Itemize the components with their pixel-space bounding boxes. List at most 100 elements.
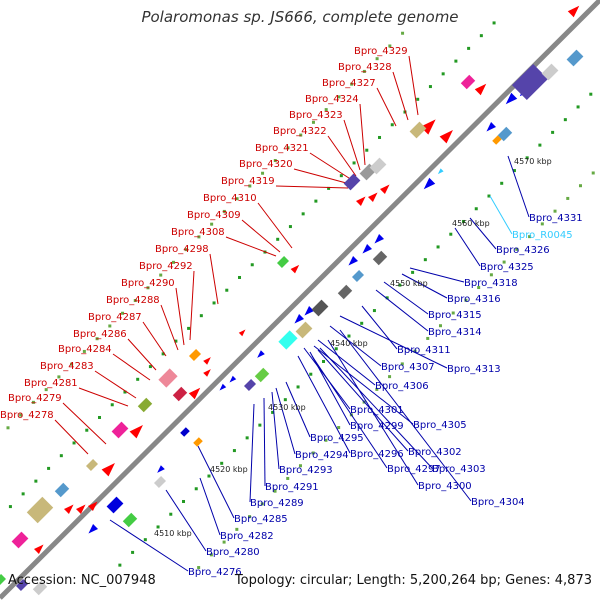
gene-arrow (355, 196, 366, 207)
minus-gene-label: Bpro_4285 (234, 514, 288, 525)
minus-gene-label: Bpro_4303 (432, 464, 486, 475)
guide-dot (553, 209, 557, 213)
gene-block (295, 321, 313, 339)
plus-gene-label: Bpro_4283 (40, 361, 94, 372)
guide-dot (388, 375, 392, 379)
plus-leader-line (392, 71, 409, 121)
gene-arrow (439, 130, 453, 144)
kbp-tick-label: 4510 kbp (154, 529, 192, 538)
guide-dot (324, 108, 328, 112)
guide-dot (121, 311, 125, 315)
gene-arrow (203, 369, 211, 377)
minus-gene-label: Bpro_4331 (529, 213, 583, 224)
guide-dot (44, 388, 48, 392)
minus-leader-line (361, 305, 398, 350)
plus-leader-line (293, 168, 351, 185)
plus-leader-line (359, 103, 366, 166)
minus-leader-line (507, 155, 530, 218)
minus-leader-line (317, 349, 409, 452)
guide-dot (207, 474, 211, 478)
minus-leader-line (339, 329, 472, 502)
guide-dot (210, 222, 214, 226)
guide-dot (133, 299, 137, 303)
guide-dot (477, 286, 481, 290)
guide-dot (131, 550, 135, 554)
guide-dot (171, 260, 175, 264)
guide-dot (416, 97, 420, 101)
minus-leader-line (409, 267, 465, 283)
guide-dot (360, 321, 364, 325)
minus-gene-label: Bpro_4311 (397, 345, 451, 356)
minus-gene-label: Bpro_4326 (496, 245, 550, 256)
guide-dot (31, 400, 35, 404)
gene-block (511, 63, 549, 101)
guide-dot (551, 130, 555, 134)
guide-dot (220, 461, 224, 465)
guide-dot (454, 59, 458, 63)
guide-dot (70, 362, 74, 366)
plus-leader-line (309, 152, 353, 181)
plus-leader-line (127, 338, 157, 371)
minus-leader-line (339, 315, 448, 369)
plus-leader-line (112, 353, 151, 381)
gene-block (137, 397, 153, 413)
guide-dot (161, 352, 165, 356)
gene-block (11, 531, 29, 549)
minus-gene-label: Bpro_4300 (418, 481, 472, 492)
minus-gene-label: Bpro_4299 (350, 421, 404, 432)
guide-dot (238, 275, 242, 279)
gene-block (188, 348, 202, 362)
guide-dot (222, 209, 226, 213)
minus-leader-line (469, 217, 497, 250)
gene-block (311, 299, 329, 317)
gene-arrow (486, 121, 497, 132)
guide-dot (197, 566, 201, 570)
guide-dot (296, 385, 300, 389)
guide-dot (375, 57, 379, 61)
minus-gene-label: Bpro_4276 (188, 567, 242, 578)
gene-arrow (229, 375, 237, 383)
gene-arrow (129, 425, 143, 439)
guide-dot (194, 487, 198, 491)
guide-dot (212, 301, 216, 305)
plus-gene-label: Bpro_4292 (139, 261, 193, 272)
gene-block (172, 386, 188, 402)
kbp-tick-label: 4520 kbp (210, 465, 248, 474)
guide-dot (324, 438, 328, 442)
plus-leader-line (142, 321, 167, 357)
minus-strand-labels: Bpro_4331 Bpro_R0045 Bpro_4326 Bpro_4325 Bpr… (188, 213, 583, 578)
minus-leader-line (383, 281, 429, 315)
guide-dot (388, 44, 392, 48)
guide-dot (311, 451, 315, 455)
guide-dot (286, 146, 290, 150)
minus-leader-line (165, 489, 207, 552)
minus-gene-label: Bpro_4306 (375, 381, 429, 392)
guide-dot (248, 184, 252, 188)
plus-gene-label: Bpro_4278 (0, 410, 54, 421)
plus-leader-line (78, 387, 129, 407)
guide-dot (378, 135, 382, 139)
gene-arrow (437, 168, 444, 175)
guide-dot (423, 258, 427, 262)
gene-arrow (157, 465, 165, 473)
guide-dot (449, 232, 453, 236)
gene-block (541, 63, 559, 81)
minus-gene-label: Bpro_4305 (413, 420, 467, 431)
guide-dot (273, 489, 277, 493)
minus-leader-line (285, 381, 311, 438)
guide-dot (411, 270, 415, 274)
plus-gene-label: Bpro_4288 (106, 295, 160, 306)
gene-arrow (423, 177, 436, 190)
gene-arrow (367, 192, 378, 203)
plus-gene-label: Bpro_4323 (289, 110, 343, 121)
guide-dot (500, 181, 504, 185)
guide-dot (82, 349, 86, 353)
plus-strand-labels: Bpro_4329 Bpro_4328 Bpro_4327 Bpro_4324 Bpro… (0, 46, 408, 421)
guide-dot (362, 69, 366, 73)
guide-dot (197, 235, 201, 239)
minus-gene-label: Bpro_4289 (250, 498, 304, 509)
guide-dot (8, 505, 12, 509)
gene-arrow (33, 544, 44, 555)
plus-leader-line (189, 270, 195, 341)
guide-dot (235, 197, 239, 201)
